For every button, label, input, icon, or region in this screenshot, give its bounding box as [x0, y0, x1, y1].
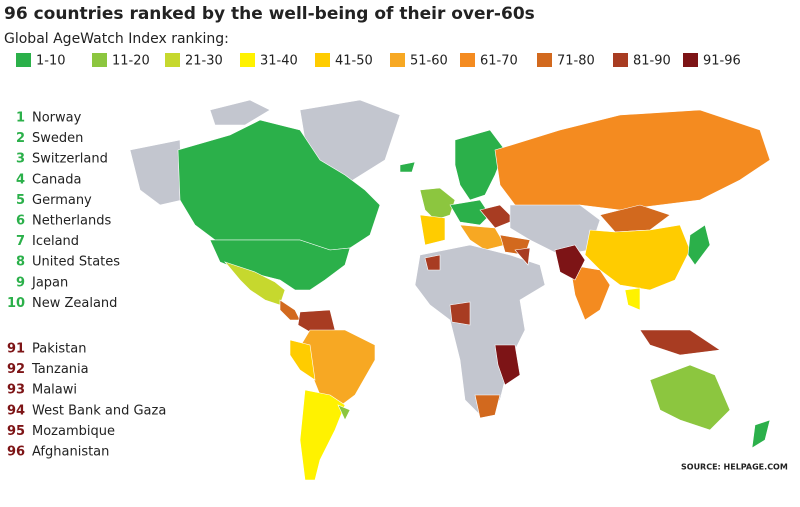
legend-label: 61-70 — [480, 54, 518, 69]
country: Switzerland — [32, 152, 108, 167]
rank-lists: 1 Norway 2 Sweden 3 Switzerland 4 Canada 5 German… — [7, 111, 166, 460]
legend-swatch — [460, 53, 475, 67]
rank: 6 — [16, 214, 25, 229]
rank: 3 — [16, 152, 25, 167]
rank: 95 — [7, 424, 25, 439]
country: Mozambique — [32, 424, 115, 439]
country: Tanzania — [31, 362, 89, 377]
country: Canada — [32, 172, 81, 187]
rank: 94 — [7, 403, 25, 418]
country: United States — [32, 255, 120, 270]
legend-label: 1-10 — [36, 54, 66, 69]
legend-swatch — [92, 53, 107, 67]
legend-label: 21-30 — [185, 54, 223, 69]
rank: 7 — [16, 234, 25, 249]
legend-swatch — [613, 53, 628, 67]
country: Germany — [32, 193, 92, 208]
country: Pakistan — [32, 342, 86, 357]
country: New Zealand — [32, 296, 117, 311]
country: Norway — [32, 111, 82, 126]
country: Japan — [31, 275, 68, 290]
rank: 4 — [16, 172, 25, 187]
rank: 93 — [7, 383, 25, 398]
world-map — [129, 99, 771, 481]
legend-swatch — [165, 53, 180, 67]
legend-label: 71-80 — [557, 54, 595, 69]
source: SOURCE: HELPAGE.COM — [681, 463, 788, 472]
legend-swatch — [390, 53, 405, 67]
rank: 9 — [16, 275, 25, 290]
country: Afghanistan — [32, 445, 109, 460]
rank: 5 — [16, 193, 25, 208]
legend: 1-10 11-20 21-30 31-40 41-50 51-60 61-70 71-80 8… — [16, 53, 741, 69]
legend-swatch — [537, 53, 552, 67]
rank: 10 — [7, 296, 25, 311]
legend-label: 91-96 — [703, 54, 741, 69]
rank: 1 — [16, 111, 25, 126]
country: Iceland — [32, 234, 79, 249]
country: West Bank and Gaza — [32, 403, 166, 418]
legend-label: 11-20 — [112, 54, 150, 69]
legend-swatch — [683, 53, 698, 67]
legend-swatch — [16, 53, 31, 67]
legend-swatch — [240, 53, 255, 67]
rank: 91 — [7, 342, 25, 357]
legend-label: 51-60 — [410, 54, 448, 69]
title: 96 countries ranked by the well-being of… — [4, 4, 535, 24]
rank: 92 — [7, 362, 25, 377]
legend-label: 41-50 — [335, 54, 373, 69]
subtitle: Global AgeWatch Index ranking: — [4, 31, 229, 47]
rank: 2 — [16, 131, 25, 146]
rank: 96 — [7, 445, 25, 460]
legend-swatch — [315, 53, 330, 67]
country: Malawi — [32, 383, 77, 398]
legend-label: 81-90 — [633, 54, 671, 69]
rank: 8 — [16, 255, 25, 270]
legend-label: 31-40 — [260, 54, 298, 69]
country: Netherlands — [32, 214, 111, 229]
country: Sweden — [32, 131, 83, 146]
